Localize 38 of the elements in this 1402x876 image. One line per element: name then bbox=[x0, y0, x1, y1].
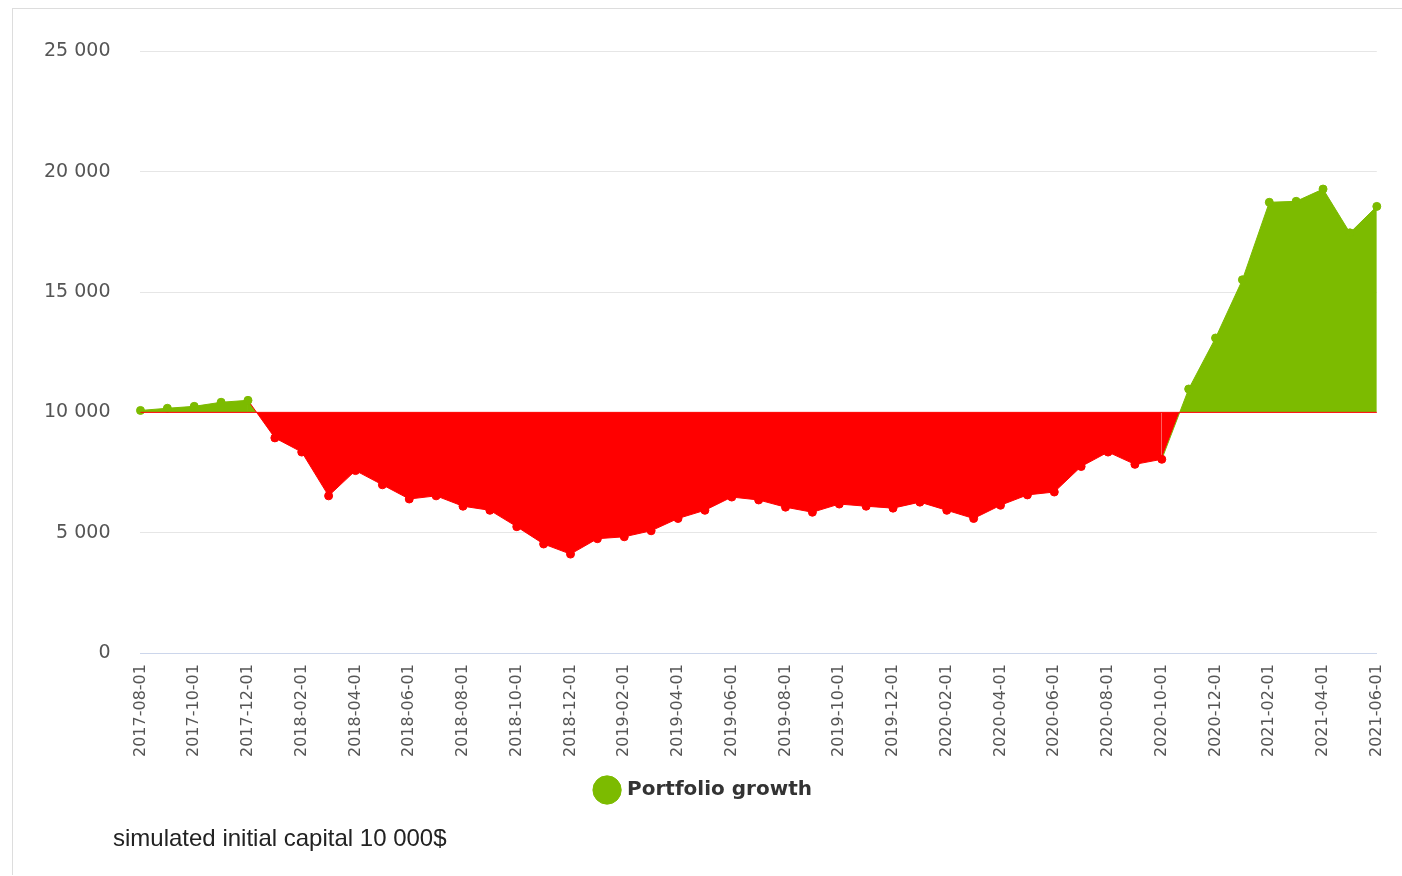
y-tick-label: 5 000 bbox=[56, 519, 111, 542]
x-tick-label: 2019-04-01 bbox=[667, 664, 687, 757]
y-tick-label: 20 000 bbox=[44, 158, 111, 181]
point bbox=[243, 395, 253, 405]
x-tick-label: 2018-04-01 bbox=[344, 664, 364, 757]
x-tick-label: 2019-02-01 bbox=[613, 664, 633, 757]
x-tick-label: 2017-12-01 bbox=[237, 664, 257, 757]
point bbox=[1372, 201, 1382, 211]
x-tick-label: 2020-06-01 bbox=[1043, 664, 1063, 757]
x-tick-label: 2021-04-01 bbox=[1312, 664, 1332, 757]
x-tick-label: 2021-06-01 bbox=[1365, 664, 1385, 757]
x-tick-label: 2020-02-01 bbox=[935, 664, 955, 757]
x-tick-label: 2020-12-01 bbox=[1204, 664, 1224, 757]
x-tick-label: 2017-10-01 bbox=[183, 664, 203, 757]
x-tick-label: 2018-10-01 bbox=[505, 664, 525, 757]
x-tick-label: 2020-10-01 bbox=[1150, 664, 1170, 757]
x-tick-label: 2018-06-01 bbox=[398, 664, 418, 757]
x-tick-label: 2020-08-01 bbox=[1097, 664, 1117, 757]
y-tick-label: 0 bbox=[98, 639, 111, 662]
x-tick-label: 2017-08-01 bbox=[129, 664, 149, 757]
x-tick-label: 2018-12-01 bbox=[559, 664, 579, 757]
x-tick-label: 2019-10-01 bbox=[828, 664, 848, 757]
y-tick-label: 15 000 bbox=[44, 278, 111, 301]
y-tick-label: 25 000 bbox=[44, 38, 111, 61]
x-tick-label: 2019-12-01 bbox=[882, 664, 902, 757]
x-tick-label: 2020-04-01 bbox=[989, 664, 1009, 757]
x-tick-label: 2019-06-01 bbox=[720, 664, 740, 757]
x-tick-label: 2021-02-01 bbox=[1258, 664, 1278, 757]
point bbox=[1318, 184, 1328, 194]
x-tick-label: 2019-08-01 bbox=[774, 664, 794, 757]
text: simulated initial capital 10 000$ bbox=[113, 824, 447, 852]
point bbox=[1264, 197, 1274, 207]
point bbox=[135, 405, 145, 415]
x-tick-label: 2018-02-01 bbox=[290, 664, 310, 757]
x-tick-label: 2018-08-01 bbox=[452, 664, 472, 757]
point bbox=[162, 403, 172, 413]
y-tick-label: 10 000 bbox=[44, 399, 111, 422]
legend-label: Portfolio growth bbox=[627, 776, 812, 801]
